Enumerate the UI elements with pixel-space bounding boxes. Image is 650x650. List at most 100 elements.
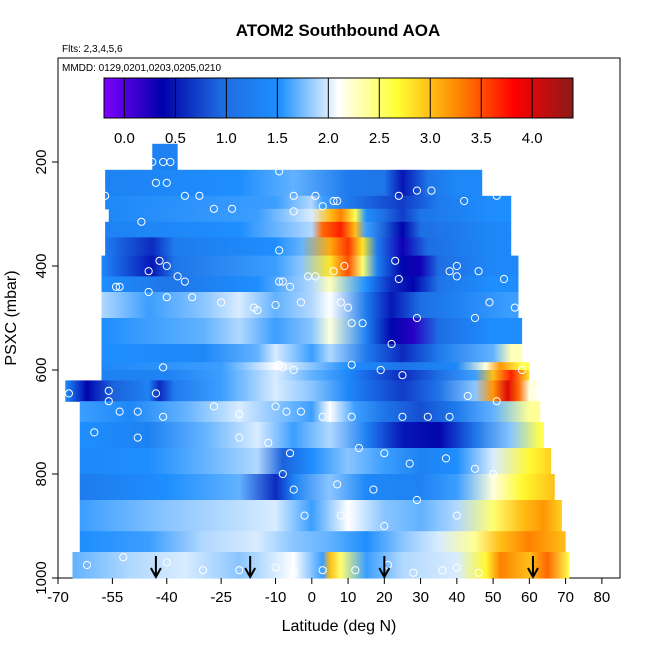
colorbar-tick-labels: 0.0 0.5 1.0 1.5 2.0 2.5 3.0 3.5 4.0 [114, 130, 543, 147]
observation-point [133, 407, 142, 416]
x-tick-label: -25 [210, 589, 232, 606]
observation-point [162, 293, 171, 302]
observation-point [289, 365, 298, 375]
observation-point [296, 407, 306, 416]
observation-point [155, 256, 164, 265]
observation-point [347, 319, 356, 328]
heatmap-row [101, 344, 523, 363]
observation-point [398, 412, 407, 421]
heatmap-row [152, 143, 178, 171]
y-tick-label: 600 [33, 357, 50, 382]
observation-point [474, 267, 483, 276]
colorbar-tick-label: 4.0 [522, 130, 543, 147]
observation-point [144, 287, 153, 297]
y-tick-label: 400 [33, 253, 50, 278]
latitude-arrow [378, 556, 391, 580]
observation-point [235, 410, 244, 419]
observation-point [412, 186, 422, 195]
x-tick-label: 30 [412, 589, 429, 606]
colorbar-dividers [123, 78, 533, 118]
observation-point [162, 261, 171, 271]
observation-point [470, 313, 480, 323]
heatmap-row [79, 474, 555, 501]
observation-point [333, 480, 342, 489]
y-axis: 200 400 600 800 1000 [33, 149, 58, 595]
latitude-arrows [150, 556, 539, 580]
x-tick-label: 10 [340, 589, 357, 606]
observation-point [289, 191, 298, 200]
heatmap-row [108, 208, 512, 223]
observation-point [441, 454, 451, 463]
observation-point [111, 282, 121, 291]
observation-point [271, 300, 280, 310]
colorbar-tick-label: 2.0 [318, 130, 339, 147]
heatmap-row [105, 221, 512, 238]
observation-point [198, 566, 208, 575]
observation-point [336, 298, 345, 307]
observation-point [227, 204, 237, 213]
observation-point [209, 204, 219, 213]
heatmap-row [72, 552, 570, 579]
observation-point [340, 261, 349, 271]
observation-point [166, 157, 175, 167]
observation-point [217, 298, 226, 307]
observation-point [119, 553, 128, 562]
observation-point [351, 566, 360, 575]
observation-point [485, 298, 494, 307]
observation-point [151, 389, 160, 398]
observation-point [137, 217, 146, 226]
colorbar-tick-label: 3.0 [420, 130, 441, 147]
observation-point [347, 360, 356, 369]
observation-point [282, 407, 291, 416]
observation-point [82, 560, 92, 570]
observation-point [278, 277, 287, 286]
observation-point [144, 267, 153, 276]
observation-point [311, 191, 320, 200]
observation-point [162, 558, 171, 567]
heatmap-row [105, 195, 512, 210]
observation-point [278, 363, 287, 372]
observation-point [329, 267, 338, 276]
observation-point [285, 282, 295, 291]
heatmap-row [101, 318, 523, 345]
date-annotation: MMDD: 0129,0201,0203,0205,0210 [62, 63, 221, 74]
chart-title: ATOM2 Southbound AOA [236, 21, 441, 40]
observation-point [423, 412, 432, 421]
x-tick-label: -55 [102, 589, 124, 606]
heatmap-row [101, 255, 519, 277]
observation-point [90, 428, 99, 437]
x-tick-label: 60 [521, 589, 538, 606]
observation-point [470, 464, 480, 473]
observation-point [151, 178, 160, 187]
observation-point [104, 386, 113, 395]
observation-point [463, 391, 472, 401]
observation-points [64, 157, 538, 577]
colorbar-tick-label: 3.5 [471, 130, 492, 147]
colorbar-tick-label: 0.0 [114, 130, 135, 147]
observation-point [311, 272, 320, 281]
heatmap-row [65, 380, 537, 402]
observation-point [438, 566, 447, 575]
chart-subtitle: Flts: 2,3,4,5,6 [62, 44, 123, 55]
observation-point [278, 469, 287, 479]
x-axis: -70 -55 -40 -25 -10 0 10 20 30 40 50 60 70 80 [47, 578, 610, 606]
colorbar-tick-label: 1.0 [216, 130, 237, 147]
x-tick-label: 70 [557, 589, 574, 606]
observation-point [173, 272, 182, 281]
observation-point [275, 277, 284, 286]
observation-point [492, 397, 501, 406]
x-tick-label: -40 [156, 589, 178, 606]
observation-point [528, 389, 538, 398]
observation-point [115, 282, 124, 291]
observation-point [333, 196, 342, 206]
x-tick-label: 0 [308, 589, 316, 606]
x-tick-label: 80 [594, 589, 611, 606]
observation-point [492, 191, 501, 200]
observation-point [387, 339, 396, 349]
observation-point [394, 274, 403, 284]
observation-point [162, 178, 171, 187]
heatmap-row [101, 292, 519, 319]
observation-point [452, 563, 461, 572]
latitude-arrow [150, 556, 162, 580]
